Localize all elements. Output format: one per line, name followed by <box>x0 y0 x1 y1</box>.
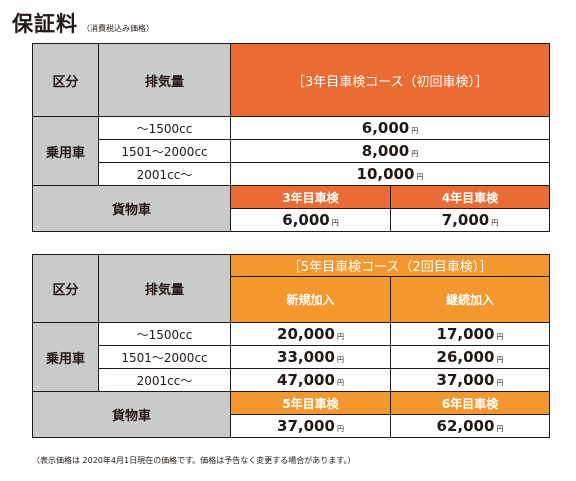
price-cell: 33,000 円 <box>230 345 391 369</box>
yen-unit: 円 <box>496 333 504 341</box>
plan-header-3year: ［3年目車検コース（初回車検）］ <box>230 43 550 117</box>
cargo-label: 貨物車 <box>32 185 231 232</box>
price-cell: 37,000 円 <box>390 368 550 392</box>
price-cell: 7,000 円 <box>390 208 550 232</box>
price-value: 47,000 <box>277 371 335 389</box>
price-cell: 10,000 円 <box>230 162 550 186</box>
yen-unit: 円 <box>491 219 499 227</box>
passenger-label: 乗用車 <box>32 116 99 186</box>
price-cell: 37,000 円 <box>230 414 391 438</box>
passenger-label: 乗用車 <box>32 322 99 392</box>
displacement-cell: ～1500cc <box>98 116 231 140</box>
displacement-cell: 1501～2000cc <box>98 139 231 163</box>
price-value: 20,000 <box>277 325 335 343</box>
header-category: 区分 <box>32 43 99 117</box>
header-displacement: 排気量 <box>98 254 231 323</box>
tax-note: （消費税込み価格） <box>82 24 154 33</box>
page-title: 保証料 <box>12 12 78 36</box>
price-value: 10,000 <box>356 165 415 183</box>
displacement-cell: 2001cc～ <box>98 368 231 392</box>
cargo-header-5year: 5年目車検 <box>230 391 391 415</box>
price-value: 26,000 <box>436 348 495 366</box>
yen-unit: 円 <box>496 379 504 387</box>
price-cell: 17,000 円 <box>390 322 550 346</box>
yen-unit: 円 <box>331 219 339 227</box>
price-value: 37,000 <box>277 417 335 435</box>
plan-header-5year: ［5年目車検コース（2回目車検）］ <box>230 254 550 277</box>
yen-unit: 円 <box>336 425 344 433</box>
price-value: 62,000 <box>436 417 495 435</box>
price-cell: 20,000 円 <box>230 322 391 346</box>
header-continued-enrollment: 継続加入 <box>390 276 550 323</box>
yen-unit: 円 <box>336 333 344 341</box>
price-cell: 6,000 円 <box>230 116 550 140</box>
cargo-header-3year: 3年目車検 <box>230 185 391 209</box>
yen-unit: 円 <box>336 379 344 387</box>
price-value: 8,000 <box>361 142 410 160</box>
displacement-cell: 1501～2000cc <box>98 345 231 369</box>
displacement-cell: 2001cc～ <box>98 162 231 186</box>
price-cell: 8,000 円 <box>230 139 550 163</box>
yen-unit: 円 <box>416 173 424 181</box>
price-value: 37,000 <box>436 371 495 389</box>
displacement-cell: ～1500cc <box>98 322 231 346</box>
price-cell: 62,000 円 <box>390 414 550 438</box>
footnote: （表示価格は 2020年4月1日現在の価格です。価格は予告なく変更する場合があり… <box>32 456 356 465</box>
price-value: 6,000 <box>282 211 330 229</box>
price-value: 6,000 <box>361 119 410 137</box>
header-new-enrollment: 新規加入 <box>230 276 391 323</box>
price-table-5year: 区分 排気量 ［5年目車検コース（2回目車検）］ 新規加入 継続加入 乗用車 ～… <box>32 254 550 438</box>
title-row: 保証料 （消費税込み価格） <box>12 8 154 38</box>
header-displacement: 排気量 <box>98 43 231 117</box>
price-cell: 26,000 円 <box>390 345 550 369</box>
header-category: 区分 <box>32 254 99 323</box>
price-value: 33,000 <box>277 348 335 366</box>
price-cell: 6,000 円 <box>230 208 391 232</box>
price-table-3year: 区分 排気量 ［3年目車検コース（初回車検）］ 乗用車 ～1500cc 6,00… <box>32 43 550 232</box>
price-cell: 47,000 円 <box>230 368 391 392</box>
yen-unit: 円 <box>496 356 504 364</box>
cargo-header-4year: 4年目車検 <box>390 185 550 209</box>
price-value: 7,000 <box>441 211 490 229</box>
yen-unit: 円 <box>336 356 344 364</box>
yen-unit: 円 <box>411 150 419 158</box>
cargo-header-6year: 6年目車検 <box>390 391 550 415</box>
cargo-label: 貨物車 <box>32 391 231 438</box>
yen-unit: 円 <box>411 127 419 135</box>
yen-unit: 円 <box>496 425 504 433</box>
price-value: 17,000 <box>436 325 495 343</box>
